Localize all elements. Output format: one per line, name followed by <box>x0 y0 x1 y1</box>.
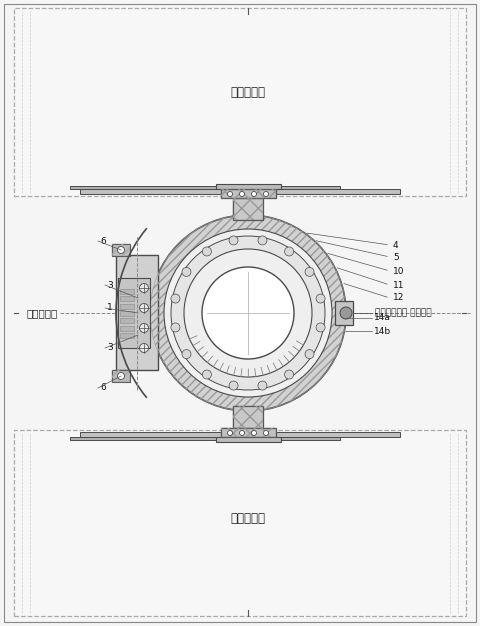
Circle shape <box>140 324 148 332</box>
Circle shape <box>316 294 325 303</box>
Bar <box>216 184 281 189</box>
Bar <box>233 406 263 428</box>
Circle shape <box>150 215 346 411</box>
Text: 1: 1 <box>107 304 113 312</box>
Circle shape <box>264 192 268 197</box>
Circle shape <box>140 284 148 292</box>
Text: 10: 10 <box>393 267 405 275</box>
Circle shape <box>203 370 211 379</box>
Bar <box>112 244 130 256</box>
Circle shape <box>240 192 244 197</box>
Text: 14b: 14b <box>374 327 391 336</box>
Bar <box>116 255 158 370</box>
Text: 4: 4 <box>393 240 398 250</box>
Text: 14a: 14a <box>374 314 391 322</box>
Circle shape <box>164 229 332 397</box>
Bar <box>120 311 134 316</box>
Circle shape <box>118 372 124 379</box>
Bar <box>221 428 276 437</box>
Bar <box>233 198 263 220</box>
Circle shape <box>184 249 312 377</box>
Bar <box>118 278 150 348</box>
Circle shape <box>140 304 148 312</box>
Bar <box>80 432 400 437</box>
Bar <box>112 244 130 256</box>
Text: 3: 3 <box>107 280 113 289</box>
Circle shape <box>202 267 294 359</box>
Circle shape <box>305 267 314 277</box>
Text: 南正日方向－ 对日方向: 南正日方向－ 对日方向 <box>375 309 432 317</box>
Bar <box>70 186 340 189</box>
Bar <box>221 428 276 437</box>
Circle shape <box>258 236 267 245</box>
Bar <box>120 304 134 309</box>
Bar <box>70 437 340 440</box>
Bar <box>120 333 134 338</box>
Circle shape <box>340 307 352 319</box>
Text: 6: 6 <box>100 237 106 245</box>
Text: 11: 11 <box>393 280 405 289</box>
Circle shape <box>316 323 325 332</box>
Bar <box>80 189 400 194</box>
Circle shape <box>228 431 232 436</box>
Bar <box>221 189 276 198</box>
Circle shape <box>203 247 211 256</box>
Circle shape <box>118 247 124 254</box>
Circle shape <box>228 192 232 197</box>
Text: 6: 6 <box>100 384 106 393</box>
Circle shape <box>229 236 238 245</box>
Circle shape <box>285 247 294 256</box>
Circle shape <box>229 381 238 390</box>
Polygon shape <box>14 430 466 616</box>
Circle shape <box>264 431 268 436</box>
Bar <box>120 319 134 324</box>
Bar <box>216 437 281 442</box>
Text: 5: 5 <box>393 252 399 262</box>
Bar <box>221 189 276 198</box>
Circle shape <box>252 192 256 197</box>
Bar <box>335 301 353 325</box>
Text: 东俧日方向: 东俧日方向 <box>230 86 265 98</box>
Bar <box>120 326 134 331</box>
Text: 一胳日方向: 一胳日方向 <box>26 308 58 318</box>
Bar <box>112 370 130 382</box>
Circle shape <box>252 431 256 436</box>
Circle shape <box>305 349 314 359</box>
Bar <box>233 198 263 220</box>
Circle shape <box>182 267 191 277</box>
Text: 西俧日方向: 西俧日方向 <box>230 511 265 525</box>
Text: 12: 12 <box>393 294 404 302</box>
Circle shape <box>171 236 325 390</box>
Circle shape <box>258 381 267 390</box>
Circle shape <box>171 294 180 303</box>
Circle shape <box>140 344 148 352</box>
Circle shape <box>240 431 244 436</box>
Bar <box>233 406 263 428</box>
Circle shape <box>285 370 294 379</box>
Text: 3: 3 <box>107 344 113 352</box>
Bar <box>120 289 134 294</box>
Polygon shape <box>14 8 466 196</box>
Circle shape <box>182 349 191 359</box>
Bar <box>120 296 134 301</box>
Bar <box>112 370 130 382</box>
Circle shape <box>171 323 180 332</box>
